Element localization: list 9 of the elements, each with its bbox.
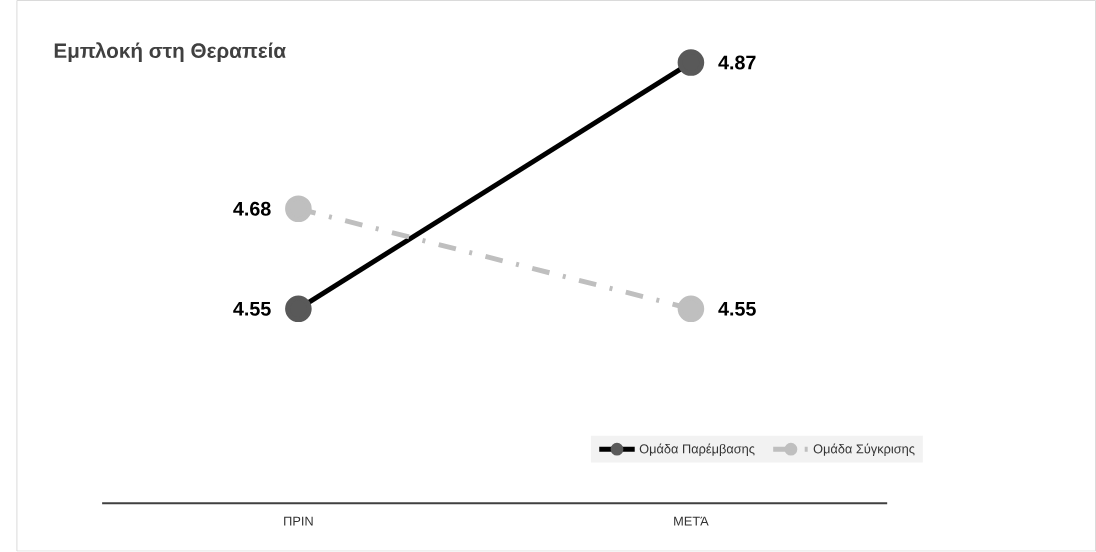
legend-label: Ομάδα Σύγκρισης [813, 443, 915, 457]
data-label: 4.87 [718, 55, 756, 70]
chart-title: Εμπλοκή στη Θεραπεία [54, 42, 286, 63]
data-label: 4.55 [718, 302, 756, 316]
x-tick-label: ΜΕΤΆ [674, 516, 709, 526]
legend-label: Ομάδα Παρέμβασης [639, 443, 755, 457]
data-label: 4.55 [233, 302, 271, 316]
x-tick-label: ΠΡΙΝ [284, 516, 313, 526]
data-label: 4.68 [233, 201, 271, 216]
